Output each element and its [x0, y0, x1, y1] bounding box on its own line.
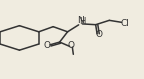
Text: N: N — [77, 16, 84, 25]
Text: O: O — [43, 41, 50, 50]
Text: O: O — [96, 30, 103, 39]
Text: H: H — [79, 17, 85, 26]
Text: Cl: Cl — [120, 19, 129, 28]
Text: O: O — [68, 41, 75, 50]
